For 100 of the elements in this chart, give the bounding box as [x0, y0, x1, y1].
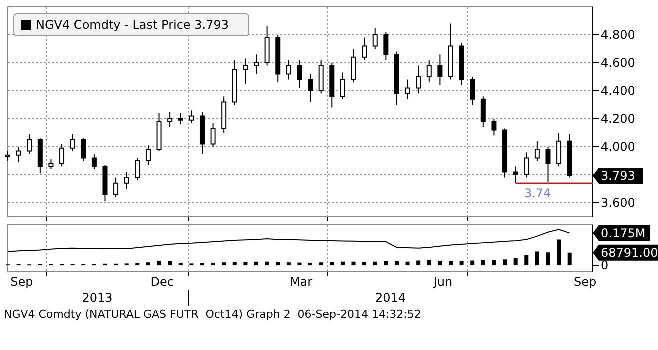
candlestick [513, 166, 518, 184]
candlestick [362, 37, 368, 61]
bar [222, 262, 226, 266]
candlestick [372, 28, 378, 50]
candlestick [27, 134, 32, 154]
candlestick [502, 128, 508, 178]
bar [514, 258, 518, 266]
candlestick [276, 34, 281, 84]
candlestick [70, 134, 76, 152]
candlestick [16, 146, 22, 163]
x-tick-label: Dec [150, 275, 174, 289]
candlestick [243, 58, 248, 84]
bar [546, 252, 550, 266]
candlestick [448, 23, 454, 80]
y-tick-label: 68791.00 [601, 246, 658, 260]
bar [340, 262, 345, 266]
y-tick-label: 4.600 [601, 56, 636, 70]
candlestick [135, 158, 140, 182]
x-tick-label: Mar [290, 275, 313, 289]
candlestick [480, 96, 486, 128]
bar [136, 263, 140, 266]
candlestick [210, 122, 216, 148]
candlestick [524, 152, 530, 178]
candlestick [330, 62, 335, 108]
bar [244, 262, 248, 266]
candlestick [384, 32, 389, 61]
candlestick [492, 118, 497, 136]
bar [168, 261, 172, 266]
bar [481, 260, 486, 266]
y-tick-label: 3.600 [601, 196, 636, 210]
candlestick [124, 172, 130, 190]
bar [265, 262, 270, 266]
candlestick [178, 112, 184, 126]
candlestick [394, 51, 400, 106]
candlestick [6, 150, 10, 162]
candlestick [340, 72, 346, 100]
bar [330, 262, 334, 266]
candlestick [254, 54, 260, 75]
bar [178, 262, 183, 266]
candlestick [189, 110, 194, 124]
candlestick [534, 140, 540, 162]
bar [384, 261, 388, 266]
x-tick-label: Sep [10, 275, 34, 289]
candlestick [92, 154, 97, 170]
bar [406, 262, 410, 266]
y-tick-label: 4.200 [601, 112, 636, 126]
text: NGV4 Comdty (NATURAL GAS FUTR Oct14) Graph 2 06-Sep-2014 14:32:52 [4, 308, 422, 321]
x-tick-label: Sep [574, 275, 597, 289]
bar [373, 262, 378, 266]
candlestick [470, 76, 476, 106]
candlestick [60, 144, 65, 168]
bar [232, 262, 237, 266]
candlestick [286, 60, 292, 80]
candlestick [459, 42, 464, 86]
candlestick [297, 60, 302, 89]
bar [524, 255, 529, 266]
candlestick [232, 60, 238, 106]
candlestick [168, 112, 173, 128]
bar [276, 262, 280, 266]
y-tick-label: 4.400 [601, 84, 636, 98]
candlestick [38, 138, 43, 174]
bar [470, 260, 475, 266]
candlestick [438, 54, 443, 86]
bar [427, 260, 432, 266]
candlestick [318, 60, 324, 94]
bar [157, 260, 162, 266]
candlestick [351, 48, 356, 84]
candlestick [556, 132, 562, 168]
legend-label: NGV4 Comdty - Last Price 3.793 [36, 18, 229, 32]
bar [298, 262, 302, 266]
ref-line-label: 3.74 [524, 186, 552, 200]
candlestick [146, 145, 151, 166]
bar [460, 261, 464, 266]
bar [254, 262, 259, 266]
y-tick-label: 0.175M [601, 226, 646, 240]
candlestick [546, 146, 551, 182]
candlestick [405, 79, 410, 100]
bar [416, 260, 421, 266]
candlestick [81, 138, 86, 162]
x2-tick-label: 2013 [82, 291, 113, 305]
x2-tick-label: 2014 [376, 291, 406, 305]
bar [535, 252, 540, 266]
bar [557, 240, 562, 266]
bar [492, 260, 496, 266]
bar [362, 262, 367, 266]
candlestick [308, 74, 314, 103]
line-series [8, 229, 570, 252]
candlestick [426, 60, 432, 84]
y-tick-label: 0 [601, 258, 609, 273]
bar [308, 262, 313, 266]
bar [438, 261, 442, 266]
candlestick [102, 164, 108, 202]
bar [200, 263, 204, 266]
bar [211, 262, 216, 266]
candlestick [567, 134, 572, 178]
x-tick-label: Jun [432, 275, 453, 289]
bar [448, 261, 453, 266]
bar [352, 262, 356, 266]
y-tick-label: 4.000 [601, 140, 636, 154]
candlestick [200, 112, 205, 154]
